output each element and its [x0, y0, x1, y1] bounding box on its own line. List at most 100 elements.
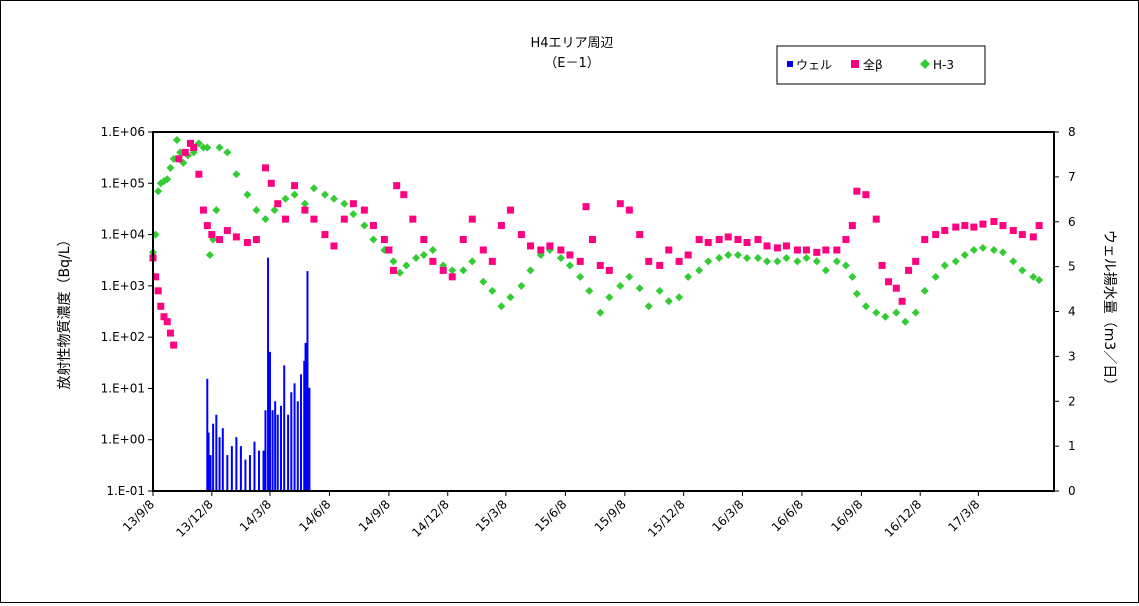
gross-beta-point: [695, 236, 703, 244]
h3-point: [172, 135, 181, 144]
h3-point: [163, 175, 172, 184]
gross-beta-point: [952, 223, 960, 231]
gross-beta-point: [537, 246, 545, 254]
x-tick-label: 15/9/8: [592, 497, 629, 534]
gross-beta-point: [216, 236, 224, 244]
h3-point: [704, 257, 713, 266]
x-tick-label: 16/12/8: [882, 497, 925, 540]
gross-beta-point: [380, 236, 388, 244]
h3-point: [724, 250, 733, 259]
gross-beta-point: [833, 246, 841, 254]
h3-point: [448, 266, 457, 275]
h3-point: [892, 308, 901, 317]
legend-marker-h3: [920, 59, 930, 69]
legend-label-h3: H-3: [933, 58, 954, 72]
h3-point: [517, 281, 526, 290]
plot-area: [149, 131, 1055, 492]
gross-beta-point: [782, 242, 790, 250]
h3-point: [848, 272, 857, 281]
gross-beta-point: [252, 236, 260, 244]
gross-beta-point: [566, 251, 574, 259]
h3-point: [931, 272, 940, 281]
well-bar: [253, 441, 256, 491]
well-bar: [304, 342, 307, 491]
h3-point: [684, 272, 693, 281]
well-bar: [283, 365, 286, 491]
gross-beta-point: [848, 222, 856, 230]
x-tick-label: 14/6/8: [296, 497, 333, 534]
gross-beta-point: [589, 236, 597, 244]
gross-beta-point: [605, 266, 613, 274]
h3-point: [1035, 276, 1044, 285]
gross-beta-point: [160, 313, 168, 321]
x-tick-label: 14/9/8: [356, 497, 393, 534]
gross-beta-point: [979, 220, 987, 228]
well-bar: [248, 455, 251, 491]
h3-point: [419, 250, 428, 259]
well-bar: [267, 257, 270, 491]
h3-point: [940, 261, 949, 270]
legend-label-gross-beta: 全β: [863, 57, 883, 72]
well-bar: [262, 450, 265, 491]
h3-point: [911, 308, 920, 317]
right-tick-label: 8: [1068, 125, 1076, 139]
gross-beta-point: [310, 215, 318, 223]
h3-point: [753, 253, 762, 262]
h3-point: [675, 293, 684, 302]
legend-box: [776, 45, 986, 85]
h3-point: [261, 215, 270, 224]
gross-beta-point: [301, 206, 309, 214]
h3-point: [412, 253, 421, 262]
chart-subtitle: （E－1）: [544, 56, 600, 71]
h3-point: [243, 190, 252, 199]
gross-beta-point: [892, 284, 900, 292]
gross-beta-point: [429, 257, 437, 265]
well-bar: [218, 437, 221, 491]
h3-point: [812, 257, 821, 266]
well-bar: [300, 374, 303, 491]
well-bar: [215, 414, 218, 491]
gross-beta-point: [842, 236, 850, 244]
left-tick-label: 1.E+00: [101, 433, 145, 447]
x-tick-label: 16/9/8: [828, 497, 865, 534]
gross-beta-point: [912, 257, 920, 265]
gross-beta-point: [905, 266, 913, 274]
h3-point: [901, 317, 910, 326]
h3-point: [223, 148, 232, 157]
gross-beta-point: [526, 242, 534, 250]
gross-beta-point: [665, 246, 673, 254]
well-bar: [279, 405, 282, 491]
legend-marker-well: [787, 61, 793, 67]
h3-point: [329, 194, 338, 203]
gross-beta-point: [208, 231, 216, 239]
left-tick-label: 1.E+03: [101, 279, 145, 293]
h3-point: [300, 199, 309, 208]
well-bar: [271, 410, 274, 491]
well-bar: [276, 414, 279, 491]
h3-point: [773, 257, 782, 266]
h3-point: [782, 253, 791, 262]
h3-point: [309, 184, 318, 193]
left-tick-label: 1.E-01: [106, 484, 145, 498]
gross-beta-point: [557, 246, 565, 254]
well-bar: [239, 446, 242, 491]
gross-beta-point: [675, 257, 683, 265]
h3-point: [479, 277, 488, 286]
gross-beta-point: [199, 206, 207, 214]
h3-point: [506, 293, 515, 302]
gross-beta-point: [340, 215, 348, 223]
gross-beta-point: [157, 302, 165, 310]
gross-beta-point: [582, 203, 590, 211]
h3-point: [978, 243, 987, 252]
h3-point: [290, 190, 299, 199]
gross-beta-point: [802, 246, 810, 254]
chart-titles: H4エリア周辺 （E－1）: [530, 36, 613, 71]
gross-beta-point: [223, 227, 231, 235]
well-bar: [268, 351, 271, 491]
gross-beta-point: [488, 257, 496, 265]
gross-beta-point: [853, 187, 861, 195]
gross-beta-point: [921, 236, 929, 244]
x-tick-label: 15/12/8: [645, 497, 688, 540]
well-bar: [207, 432, 210, 491]
